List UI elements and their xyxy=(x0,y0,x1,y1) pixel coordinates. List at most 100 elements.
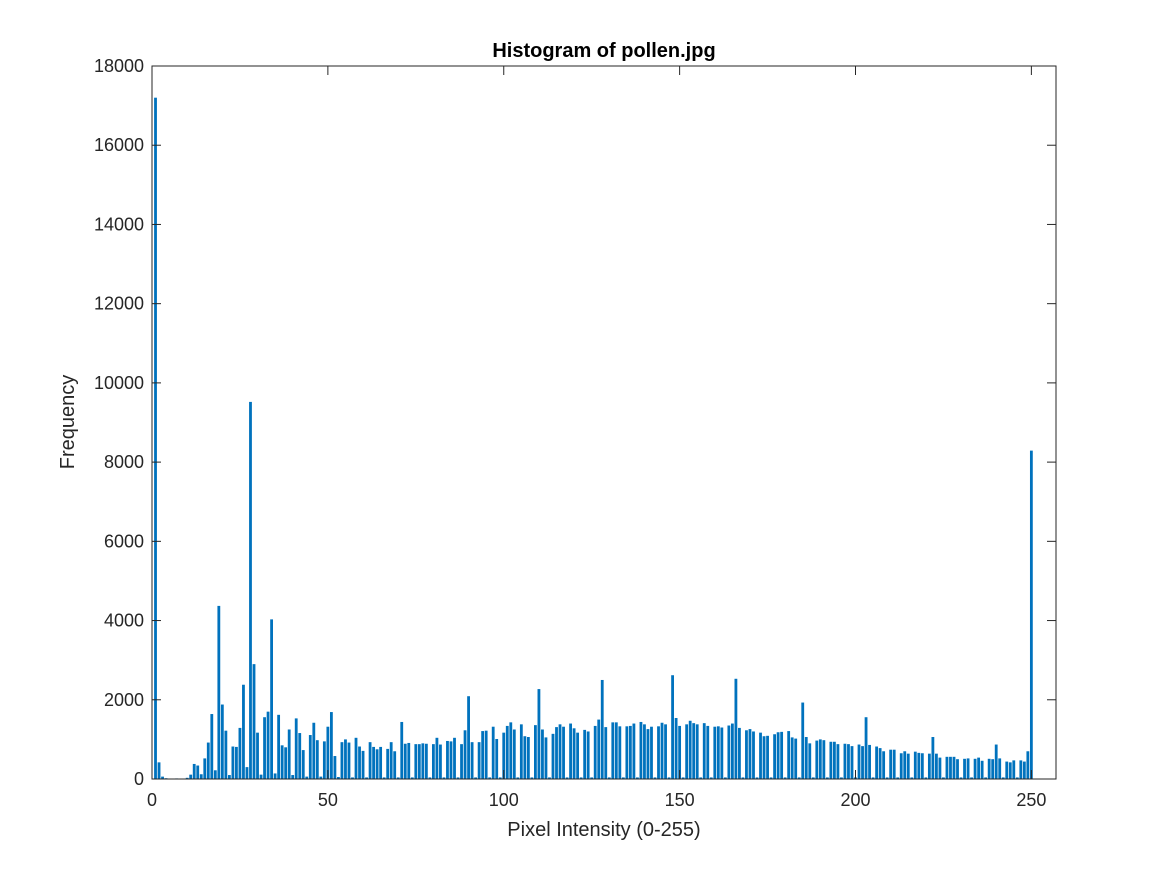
histogram-bar xyxy=(741,777,745,779)
histogram-bar xyxy=(832,741,836,779)
histogram-bar xyxy=(1008,762,1012,779)
histogram-bar xyxy=(379,746,383,779)
histogram-bar xyxy=(1005,761,1009,779)
histogram-bar xyxy=(319,776,323,779)
histogram-bar xyxy=(984,777,988,779)
histogram-bar xyxy=(417,744,421,779)
x-tick-label: 150 xyxy=(665,790,695,810)
histogram-bar xyxy=(555,727,558,779)
chart-title: Histogram of pollen.jpg xyxy=(492,40,715,62)
histogram-bar xyxy=(235,746,238,779)
histogram-bar xyxy=(537,689,541,779)
histogram-bar xyxy=(885,777,889,779)
histogram-bar xyxy=(498,777,502,779)
y-tick-label: 6000 xyxy=(104,531,144,551)
x-tick-label: 50 xyxy=(318,790,338,810)
histogram-bar xyxy=(217,605,221,779)
histogram-bar xyxy=(312,722,316,779)
histogram-bar xyxy=(611,722,615,779)
histogram-bar xyxy=(558,724,562,779)
histogram-bar xyxy=(706,725,710,779)
histogram-bar xyxy=(702,723,706,779)
histogram-bar xyxy=(435,737,439,779)
histogram-bar xyxy=(291,775,295,779)
histogram-bar xyxy=(949,756,952,779)
histogram-bar xyxy=(931,737,935,779)
histogram-bar xyxy=(502,732,506,779)
histogram-bar xyxy=(787,731,791,779)
histogram-bar xyxy=(980,760,984,779)
histogram-bar xyxy=(836,744,840,779)
histogram-bar xyxy=(1001,777,1005,779)
histogram-bar xyxy=(892,749,896,779)
histogram-bar xyxy=(189,774,193,779)
histogram-bar xyxy=(818,739,822,779)
histogram-bar xyxy=(337,777,340,779)
histogram-bar xyxy=(804,737,808,779)
histogram-bar xyxy=(583,729,587,779)
histogram-bar xyxy=(1026,751,1030,779)
x-tick-label: 200 xyxy=(840,790,870,810)
histogram-bar xyxy=(889,749,893,779)
histogram-bar xyxy=(368,742,372,779)
histogram-bar xyxy=(896,777,900,779)
histogram-bar xyxy=(509,722,513,779)
histogram-bar xyxy=(667,777,671,779)
histogram-bar xyxy=(488,777,492,779)
histogram-bar xyxy=(790,737,794,779)
histogram-bar xyxy=(730,723,734,779)
histogram-bar xyxy=(811,777,815,779)
histogram-bar xyxy=(206,742,210,779)
histogram-bar xyxy=(354,737,358,779)
histogram-bar xyxy=(709,777,713,779)
histogram-bar xyxy=(720,727,724,779)
histogram-bar xyxy=(607,777,611,779)
histogram-bar xyxy=(857,744,861,779)
histogram-bar xyxy=(544,737,548,779)
histogram-bar xyxy=(481,731,485,779)
histogram-bar xyxy=(935,753,938,779)
histogram-bar xyxy=(966,758,970,779)
histogram-bar xyxy=(470,742,474,779)
histogram-bar xyxy=(586,731,590,779)
histogram-bar xyxy=(199,774,203,779)
histogram-bar xyxy=(203,758,207,779)
histogram-bar xyxy=(273,773,277,779)
histogram-bar xyxy=(597,719,601,779)
histogram-bar xyxy=(414,744,418,779)
histogram-bar xyxy=(277,714,281,779)
histogram-bar xyxy=(1022,761,1026,779)
histogram-bar xyxy=(716,726,720,779)
histogram-bar xyxy=(266,711,270,779)
histogram-bar xyxy=(600,679,604,779)
histogram-bar xyxy=(495,738,499,779)
histogram-bar xyxy=(745,730,748,779)
histogram-bar xyxy=(632,723,636,779)
histogram-bar xyxy=(636,777,639,779)
histogram-bar xyxy=(590,777,594,779)
histogram-bar xyxy=(875,746,879,779)
histogram-bar xyxy=(576,732,580,779)
histogram-bar xyxy=(723,777,727,779)
histogram-bar xyxy=(614,722,618,779)
histogram-bar xyxy=(917,752,921,779)
histogram-bar xyxy=(505,725,509,779)
histogram-bar xyxy=(315,740,319,779)
histogram-bar xyxy=(797,777,801,779)
histogram-bar xyxy=(351,777,354,779)
histogram-bar xyxy=(259,774,263,779)
histogram-bar xyxy=(748,729,752,779)
histogram-bar xyxy=(541,729,544,779)
histogram-bar xyxy=(393,751,397,779)
histogram-bar xyxy=(210,714,214,779)
histogram-bar xyxy=(734,678,738,779)
x-tick-label: 0 xyxy=(147,790,157,810)
histogram-bar xyxy=(301,750,305,779)
y-tick-label: 4000 xyxy=(104,611,144,631)
plot-area-box xyxy=(151,65,1057,780)
histogram-bar xyxy=(920,753,924,779)
histogram-bar xyxy=(942,777,945,779)
histogram-bar xyxy=(699,777,703,779)
histogram-bar xyxy=(681,777,685,779)
histogram-bar xyxy=(400,721,404,779)
